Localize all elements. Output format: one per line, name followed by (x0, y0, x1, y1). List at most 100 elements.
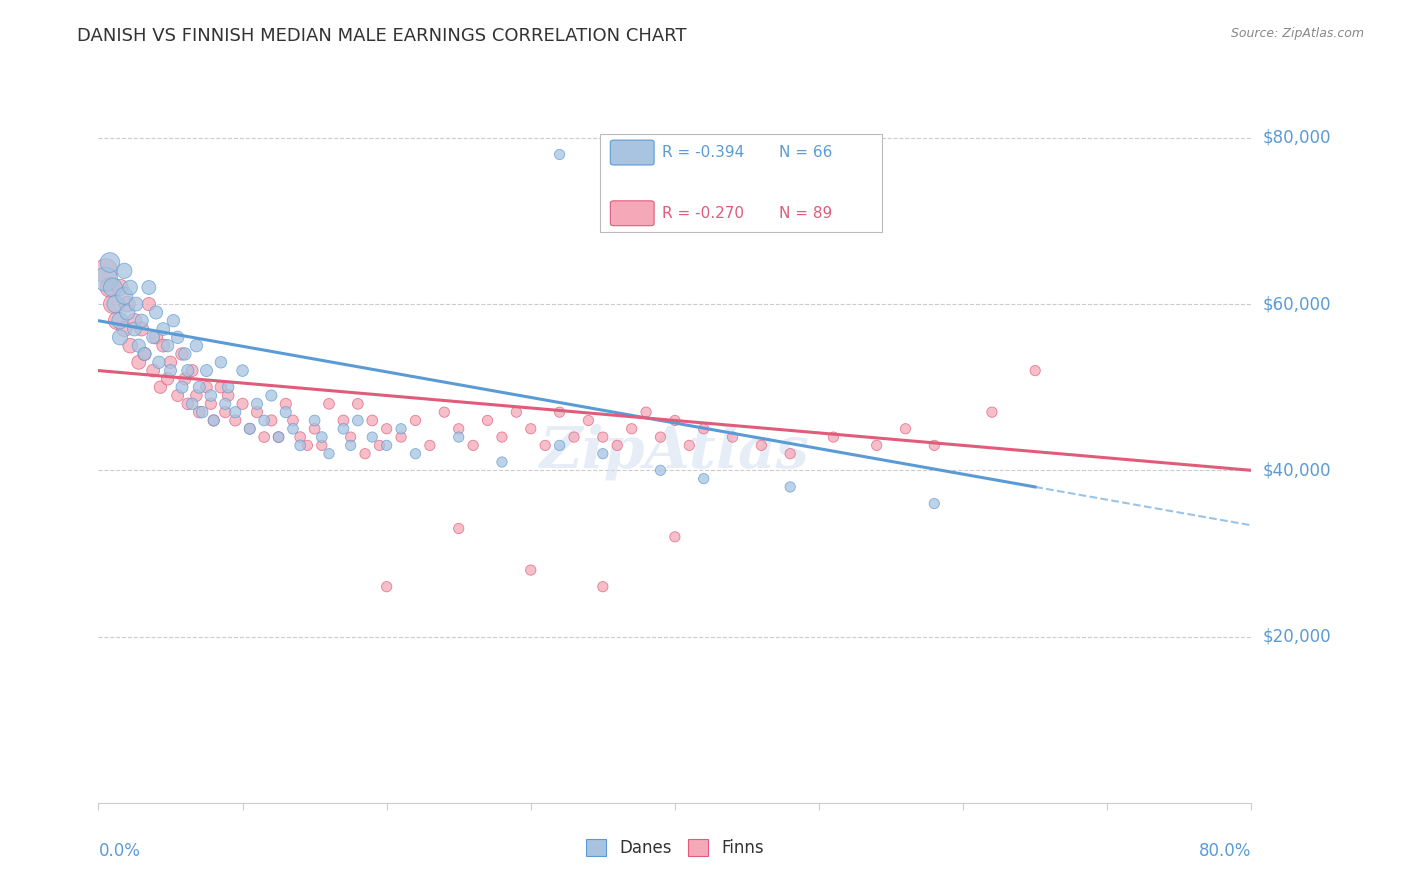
Point (128, 355, 150, 369)
Point (447, 430, 470, 444)
Point (117, 305, 139, 319)
Point (548, 147, 571, 161)
Point (332, 422, 354, 436)
Point (202, 413, 225, 427)
Point (534, 438, 557, 452)
Text: $20,000: $20,000 (1263, 628, 1331, 646)
Point (477, 413, 499, 427)
Point (405, 447, 427, 461)
Point (124, 314, 146, 328)
Point (159, 363, 181, 377)
Point (124, 322, 146, 336)
Point (181, 397, 204, 411)
Text: 0.0%: 0.0% (98, 842, 141, 860)
Legend: Danes, Finns: Danes, Finns (579, 832, 770, 864)
Point (134, 347, 156, 361)
Point (101, 297, 124, 311)
Point (152, 338, 174, 352)
Point (174, 372, 197, 386)
Point (375, 438, 398, 452)
Point (368, 438, 391, 452)
Point (361, 430, 384, 444)
Text: DANISH VS FINNISH MEDIAN MALE EARNINGS CORRELATION CHART: DANISH VS FINNISH MEDIAN MALE EARNINGS C… (77, 27, 688, 45)
Point (562, 430, 585, 444)
Point (491, 430, 513, 444)
Point (267, 430, 290, 444)
Point (354, 447, 377, 461)
Point (156, 338, 179, 352)
Point (924, 438, 946, 452)
Point (620, 422, 643, 436)
Point (170, 380, 193, 394)
Point (162, 314, 184, 328)
Text: ZipAtlas: ZipAtlas (540, 424, 810, 480)
Text: N = 66: N = 66 (779, 145, 832, 160)
Point (239, 422, 262, 436)
Point (260, 388, 283, 402)
Point (191, 405, 214, 419)
Point (375, 580, 398, 594)
Point (981, 405, 1004, 419)
Point (200, 397, 222, 411)
Point (200, 388, 222, 402)
FancyBboxPatch shape (610, 201, 654, 226)
Point (104, 297, 127, 311)
Point (304, 413, 326, 427)
Point (290, 438, 312, 452)
Point (447, 521, 470, 535)
Point (866, 438, 889, 452)
Point (548, 438, 571, 452)
Point (188, 380, 211, 394)
Point (447, 422, 470, 436)
Point (751, 438, 773, 452)
Point (166, 330, 188, 344)
Point (274, 397, 297, 411)
Point (138, 280, 160, 294)
Point (375, 422, 398, 436)
Point (664, 530, 686, 544)
Point (214, 397, 236, 411)
Point (239, 422, 262, 436)
Point (461, 438, 484, 452)
Point (405, 413, 427, 427)
Point (664, 413, 686, 427)
Text: 80.0%: 80.0% (1199, 842, 1251, 860)
Point (98, 255, 121, 269)
Point (650, 463, 672, 477)
Point (419, 438, 441, 452)
Point (98, 280, 121, 294)
Point (108, 314, 131, 328)
Point (318, 447, 340, 461)
Point (297, 438, 319, 452)
Point (548, 405, 571, 419)
Point (202, 413, 225, 427)
Point (346, 413, 368, 427)
Point (209, 380, 232, 394)
Point (224, 413, 246, 427)
Point (181, 363, 204, 377)
Point (721, 430, 744, 444)
Point (339, 430, 361, 444)
Point (231, 397, 254, 411)
FancyBboxPatch shape (610, 140, 654, 165)
Point (159, 355, 181, 369)
Point (693, 472, 716, 486)
Point (779, 480, 801, 494)
Point (520, 563, 543, 577)
Point (149, 380, 172, 394)
Point (389, 430, 412, 444)
Point (217, 388, 239, 402)
Point (894, 422, 917, 436)
Point (361, 413, 384, 427)
Point (1024, 363, 1046, 377)
Point (253, 430, 276, 444)
Point (592, 430, 614, 444)
Point (693, 422, 716, 436)
Point (112, 289, 135, 303)
Text: $40,000: $40,000 (1263, 461, 1331, 479)
Point (152, 322, 174, 336)
Point (188, 405, 211, 419)
Point (195, 363, 218, 377)
Point (578, 413, 600, 427)
Point (505, 405, 527, 419)
